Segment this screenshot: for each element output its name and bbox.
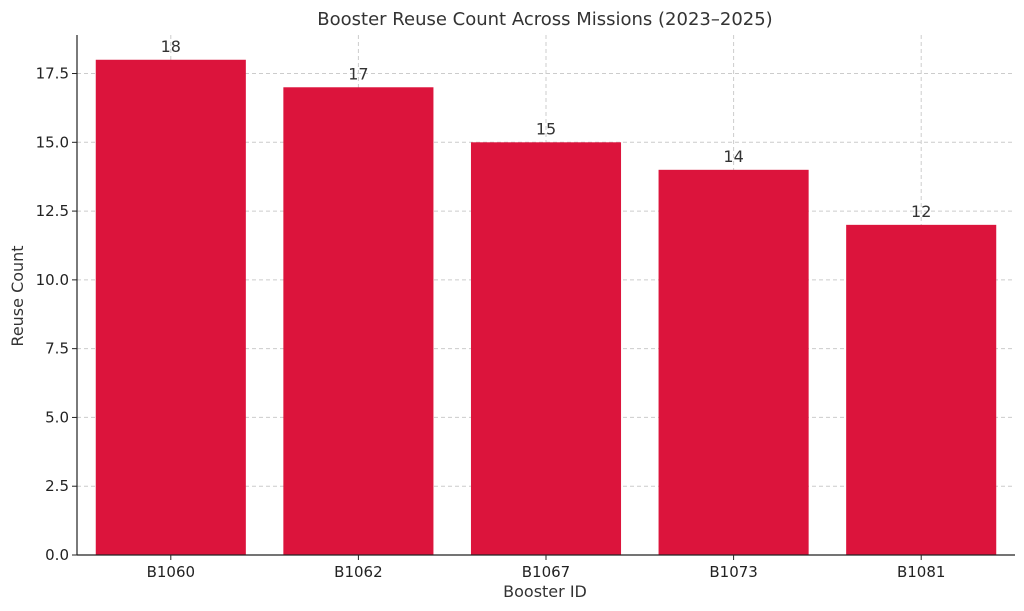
bar-value-label: 14	[723, 147, 743, 166]
x-tick-label: B1067	[522, 563, 570, 581]
x-tick-label: B1062	[334, 563, 382, 581]
bar-value-label: 18	[161, 37, 181, 56]
bar-b1073	[658, 169, 809, 555]
x-tick-label: B1073	[709, 563, 757, 581]
bar-value-label: 17	[348, 64, 368, 83]
x-tick-label: B1081	[897, 563, 945, 581]
y-tick-label: 17.5	[36, 65, 69, 83]
y-tick-label: 0.0	[45, 546, 69, 564]
bar-b1081	[846, 224, 997, 556]
chart-title: Booster Reuse Count Across Missions (202…	[317, 9, 772, 30]
bar-value-label: 12	[911, 202, 931, 221]
bar-layer: 18 17 15 14 12	[95, 37, 997, 556]
y-tick-label: 15.0	[36, 133, 69, 151]
y-tick-label: 12.5	[36, 202, 69, 220]
y-tick-label: 5.0	[45, 408, 69, 426]
x-axis-label: Booster ID	[503, 582, 587, 601]
x-tick-label: B1060	[147, 563, 195, 581]
bar-value-label: 15	[536, 119, 556, 138]
bar-b1067	[470, 142, 622, 556]
y-tick-label: 7.5	[45, 340, 69, 358]
y-tick-label: 2.5	[45, 477, 69, 495]
axis-layer: 0.0 2.5 5.0 7.5 10.0 12.5 15.0 17.5 B1060 B1062 B1…	[36, 35, 1015, 581]
y-axis-label: Reuse Count	[8, 245, 27, 346]
y-tick-label: 10.0	[36, 271, 69, 289]
bar-b1060	[95, 59, 246, 556]
bar-b1062	[283, 87, 434, 555]
